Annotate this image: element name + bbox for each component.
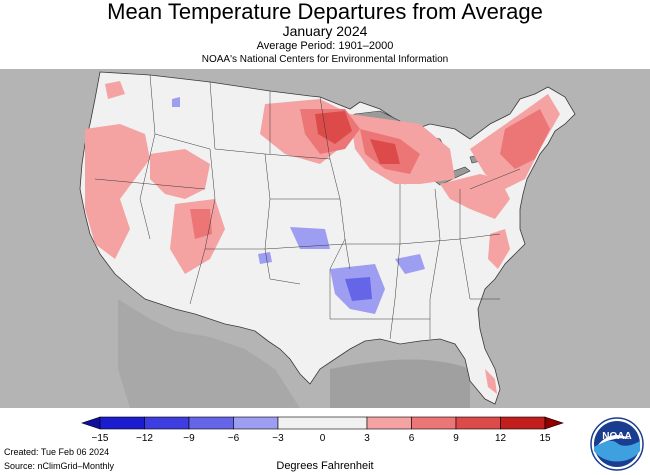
legend-tick-label: −9: [183, 433, 195, 444]
average-period: Average Period: 1901–2000: [256, 40, 394, 52]
legend-arrow-high: [544, 416, 564, 430]
mexico-land: [118, 299, 300, 408]
noaa-logo-icon: NOAA: [590, 417, 644, 471]
map-subtitle: January 2024: [282, 23, 368, 39]
legend-arrow-low: [81, 416, 101, 430]
legend-bin: [411, 416, 457, 430]
legend-tick-label: 15: [539, 433, 551, 444]
map-title: Mean Temperature Departures from Average: [107, 0, 543, 24]
legend-bin: [144, 416, 190, 430]
state-borders: [94, 74, 521, 340]
legend-bin: [188, 416, 234, 430]
legend-bin: [99, 416, 145, 430]
cool-anomaly-medium: [345, 277, 372, 301]
legend-tick-label: 12: [495, 433, 507, 444]
legend-tick-label: −15: [92, 433, 109, 444]
legend-tick-label: −3: [272, 433, 284, 444]
logo-text: NOAA: [602, 431, 631, 442]
legend-tick-label: 0: [320, 433, 326, 444]
organization: NOAA's National Centers for Environmenta…: [201, 54, 449, 65]
legend-tick-label: −12: [136, 433, 153, 444]
warm-anomaly-strong: [315, 111, 400, 164]
data-source: Source: nClimGrid–Monthly: [4, 461, 115, 471]
legend-bin: [366, 416, 412, 430]
legend-tick-label: 6: [409, 433, 415, 444]
legend-bin: [233, 416, 279, 430]
gulf-water: [330, 359, 470, 408]
legend-tick-label: 3: [364, 433, 370, 444]
legend-tick-label: −6: [228, 433, 240, 444]
color-legend: −15 −12 −9 −6 −3 0 3 6 9 12 15: [81, 416, 564, 444]
created-date: Created: Tue Feb 06 2024: [4, 447, 110, 457]
conus-outline: [79, 71, 576, 405]
legend-bin: [455, 416, 501, 430]
legend-bin: [500, 416, 546, 430]
legend-units: Degrees Fahrenheit: [276, 460, 374, 472]
legend-tick-label: 9: [453, 433, 459, 444]
legend-bin: [277, 416, 368, 430]
temperature-departure-map: [0, 69, 650, 408]
